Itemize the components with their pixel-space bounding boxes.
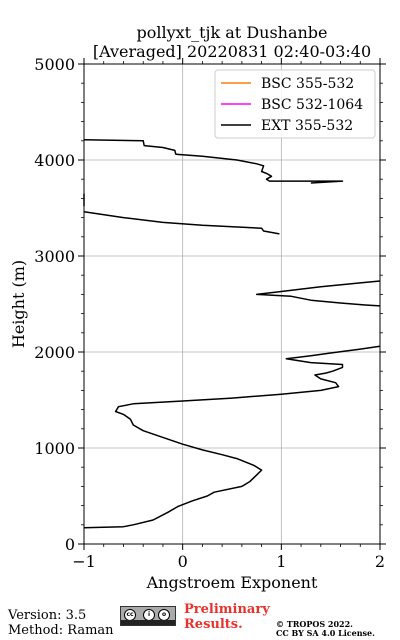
copyright-line2: CC BY SA 4.0 License.	[276, 628, 375, 638]
y-tick-label-5: 5000	[34, 55, 75, 74]
y-tick-label-1: 1000	[34, 439, 75, 458]
x-axis-label: Angstroem Exponent	[146, 573, 318, 592]
legend-label-1: BSC 532-1064	[261, 97, 363, 113]
y-tick-label-3: 3000	[34, 247, 75, 266]
x-tick-label-2: 1	[276, 552, 286, 571]
method-text: Method: Raman	[8, 623, 114, 638]
legend-label-2: EXT 355-532	[261, 118, 353, 134]
preliminary-results-text: Preliminary Results.	[184, 602, 270, 632]
y-axis-label: Height (m)	[9, 260, 28, 348]
x-tick-label-3: 2	[375, 552, 385, 571]
x-tick-label-1: 0	[178, 552, 188, 571]
y-tick-label-4: 4000	[34, 151, 75, 170]
series-line-2-segment-0	[83, 345, 381, 529]
preliminary-line2: Results.	[184, 617, 243, 632]
copyright-line1: © TROPOS 2022.	[276, 619, 353, 629]
legend-label-0: BSC 355-532	[261, 76, 354, 92]
copyright-text: © TROPOS 2022. CC BY SA 4.0 License.	[276, 620, 375, 638]
series-line-2-segment-2	[83, 211, 280, 235]
chart-title-line2: [Averaged] 20220831 02:40-03:40	[92, 42, 372, 61]
y-tick-label-2: 2000	[34, 343, 75, 362]
legend-box	[214, 69, 376, 139]
chart-title-line1: pollyxt_tjk at Dushanbe	[136, 23, 328, 42]
plot-frame	[83, 63, 381, 545]
cc-by-sa-icon: cc i o	[120, 606, 176, 626]
series-line-2-segment-4	[83, 139, 344, 184]
preliminary-line1: Preliminary	[184, 602, 270, 617]
x-tick-label-0: −1	[72, 552, 96, 571]
version-text: Version: 3.5	[8, 608, 87, 623]
series-line-2-segment-1	[255, 280, 381, 307]
y-tick-label-0: 0	[65, 535, 75, 554]
